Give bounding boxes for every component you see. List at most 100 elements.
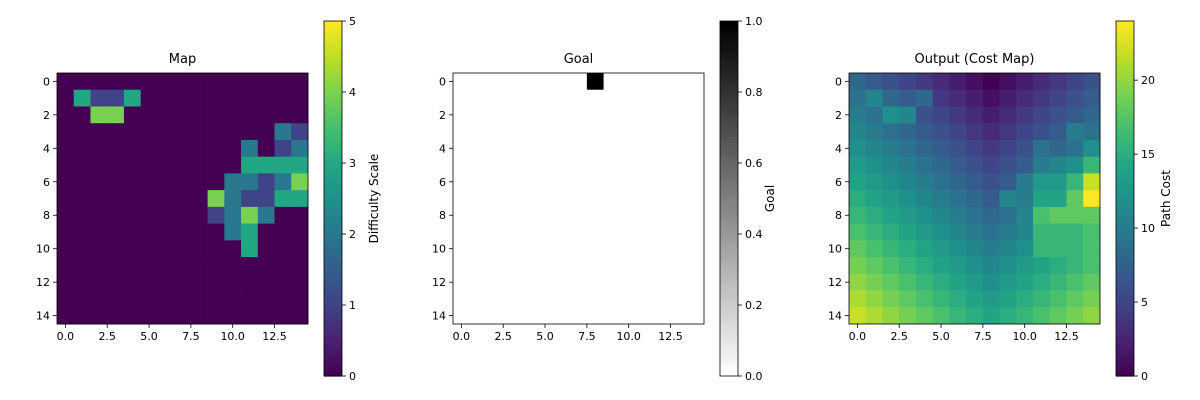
heatmap-cell	[915, 223, 934, 241]
heatmap-cell	[536, 123, 554, 141]
heatmap-cell	[915, 89, 934, 107]
heatmap-cell	[207, 290, 225, 308]
heatmap-cell	[586, 206, 604, 224]
heatmap-cell	[157, 257, 175, 275]
colorbar-swatch	[1116, 245, 1134, 250]
heatmap-cell	[653, 73, 671, 91]
heatmap-cell	[1016, 156, 1034, 174]
heatmap-cell	[453, 106, 471, 124]
heatmap-cell	[536, 223, 554, 241]
heatmap-cell	[190, 206, 208, 224]
colorbar-swatch	[720, 272, 738, 277]
colorbar-swatch	[1116, 186, 1134, 191]
heatmap-cell	[107, 223, 125, 241]
heatmap-cell	[1066, 273, 1084, 291]
heatmap-cell	[670, 139, 688, 158]
colorbar-swatch	[1116, 189, 1134, 194]
colorbar-tick-label: 0	[1141, 370, 1148, 383]
heatmap-cell	[73, 106, 91, 124]
heatmap-cell	[915, 240, 934, 258]
heatmap-cell	[241, 223, 259, 241]
colorbar-swatch	[720, 352, 738, 356]
colorbar-swatch	[324, 71, 342, 75]
colorbar-swatch	[720, 266, 738, 271]
heatmap-cell	[469, 206, 487, 224]
colorbar-swatch	[720, 349, 738, 353]
heatmap-cell	[882, 73, 900, 91]
heatmap-cell	[966, 273, 984, 291]
heatmap-cell	[670, 307, 688, 325]
heatmap-cell	[486, 123, 504, 141]
heatmap-cell	[90, 290, 108, 308]
colorbar-swatch	[324, 80, 342, 84]
heatmap-cell	[90, 156, 108, 174]
heatmap-cell	[1083, 257, 1101, 275]
heatmap-cell	[123, 257, 142, 275]
heatmap-cell	[899, 273, 917, 291]
heatmap-cell	[224, 257, 242, 275]
colorbar-swatch	[720, 50, 738, 55]
colorbar-swatch	[1116, 177, 1134, 182]
heatmap-cell	[899, 257, 917, 275]
heatmap-cell	[1049, 156, 1067, 174]
colorbar-swatch	[720, 325, 738, 330]
heatmap-cell	[687, 206, 705, 224]
heatmap-cell	[174, 290, 192, 308]
colorbar-swatch	[1116, 80, 1134, 84]
colorbar-swatch	[1116, 319, 1134, 324]
heatmap-cell	[274, 89, 292, 107]
heatmap-cell	[469, 190, 487, 208]
heatmap-cell	[140, 206, 158, 224]
colorbar-swatch	[720, 322, 738, 327]
heatmap-cell	[469, 106, 487, 124]
colorbar-swatch	[1116, 370, 1134, 374]
colorbar-swatch	[720, 171, 738, 176]
heatmap-cell	[603, 206, 621, 224]
heatmap-cell	[291, 290, 309, 308]
colorbar-swatch	[720, 361, 738, 365]
colorbar-swatch	[324, 239, 342, 244]
colorbar-swatch	[720, 213, 738, 217]
heatmap-cell	[949, 257, 967, 275]
heatmap-cell	[157, 156, 175, 174]
heatmap-cell	[637, 139, 655, 158]
colorbar-swatch	[720, 219, 738, 223]
colorbar-swatch	[1116, 213, 1134, 217]
colorbar-swatch	[1116, 41, 1134, 46]
heatmap-cell	[123, 240, 142, 258]
heatmap-cell	[453, 190, 471, 208]
heatmap-cell	[57, 190, 75, 208]
colorbar-swatch	[720, 373, 738, 377]
heatmap-cell	[865, 106, 883, 124]
heatmap-cell	[140, 240, 158, 258]
colorbar-swatch	[1116, 216, 1134, 220]
heatmap-cell	[570, 89, 588, 107]
heatmap-cell	[603, 290, 621, 308]
heatmap-cell	[899, 206, 917, 224]
heatmap-cell	[257, 273, 275, 291]
heatmap-cell	[469, 173, 487, 191]
colorbar-swatch	[720, 260, 738, 265]
colorbar-swatch	[324, 349, 342, 353]
colorbar-swatch	[1116, 346, 1134, 350]
heatmap-cell	[932, 89, 950, 107]
heatmap-cell	[503, 223, 521, 241]
colorbar-swatch	[1116, 281, 1134, 285]
colorbar-swatch	[1116, 331, 1134, 336]
heatmap-cell	[620, 257, 638, 275]
heatmap-cell	[257, 89, 275, 107]
heatmap-cell	[519, 73, 538, 91]
heatmap-cell	[982, 190, 1000, 208]
colorbar-swatch	[1116, 165, 1134, 170]
heatmap-cell	[107, 307, 125, 325]
heatmap-cell	[274, 290, 292, 308]
colorbar-tick-label: 0.4	[745, 228, 763, 241]
heatmap-cell	[553, 156, 571, 174]
colorbar-swatch	[720, 183, 738, 188]
colorbar-swatch	[1116, 195, 1134, 200]
heatmap-cell	[570, 156, 588, 174]
x-tick-label: 5.0	[140, 330, 158, 343]
heatmap-cell	[519, 307, 538, 325]
y-tick-label: 8	[439, 209, 446, 222]
heatmap-cell	[586, 89, 604, 107]
